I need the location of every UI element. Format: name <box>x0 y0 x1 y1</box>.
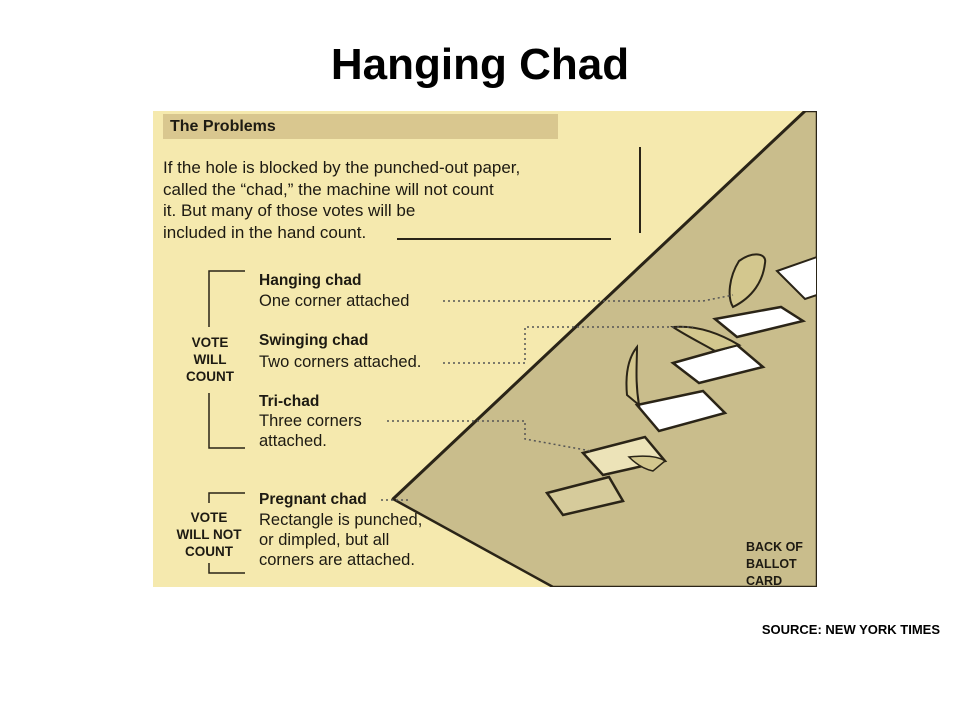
pregnant-chad-title: Pregnant chad <box>259 491 367 508</box>
chad-tri-flap <box>625 344 641 408</box>
bracket-will-count <box>208 270 245 327</box>
hole-pregnant <box>544 475 625 517</box>
pregnant-chad-desc: Rectangle is punched, or dimpled, but al… <box>259 511 423 569</box>
ballot-card-illustration <box>208 111 817 587</box>
chad-diagram: The Problems If the hole is blocked by t… <box>153 111 817 587</box>
tri-chad-desc: Three corners attached. <box>259 412 362 450</box>
header-bar <box>163 114 558 139</box>
hole-hanging <box>712 305 807 339</box>
bracket-will-not-count <box>208 492 245 503</box>
hole-top <box>775 255 817 301</box>
tri-chad-title: Tri-chad <box>259 393 320 410</box>
chad-swinging-flap <box>670 325 742 353</box>
ballot-card-label: BACK OF BALLOT CARD <box>746 540 803 587</box>
hole-tri <box>634 389 728 433</box>
chad-lower-flap <box>627 455 667 472</box>
hanging-chad-desc: One corner attached <box>259 292 410 310</box>
hanging-chad-title: Hanging chad <box>259 272 362 289</box>
chad-hanging-flap <box>728 253 767 309</box>
source-credit: SOURCE: NEW YORK TIMES <box>761 622 940 637</box>
swinging-chad-title: Swinging chad <box>259 332 369 349</box>
swinging-chad-desc: Two corners attached. <box>259 353 422 371</box>
vote-will-not-count-label: VOTE WILL NOT COUNT <box>176 510 242 559</box>
intro-paragraph: If the hole is blocked by the punched-ou… <box>163 158 521 242</box>
section-header: The Problems <box>170 118 276 135</box>
vote-will-count-label: VOTE WILL COUNT <box>186 335 234 384</box>
page-title: Hanging Chad <box>330 40 630 89</box>
